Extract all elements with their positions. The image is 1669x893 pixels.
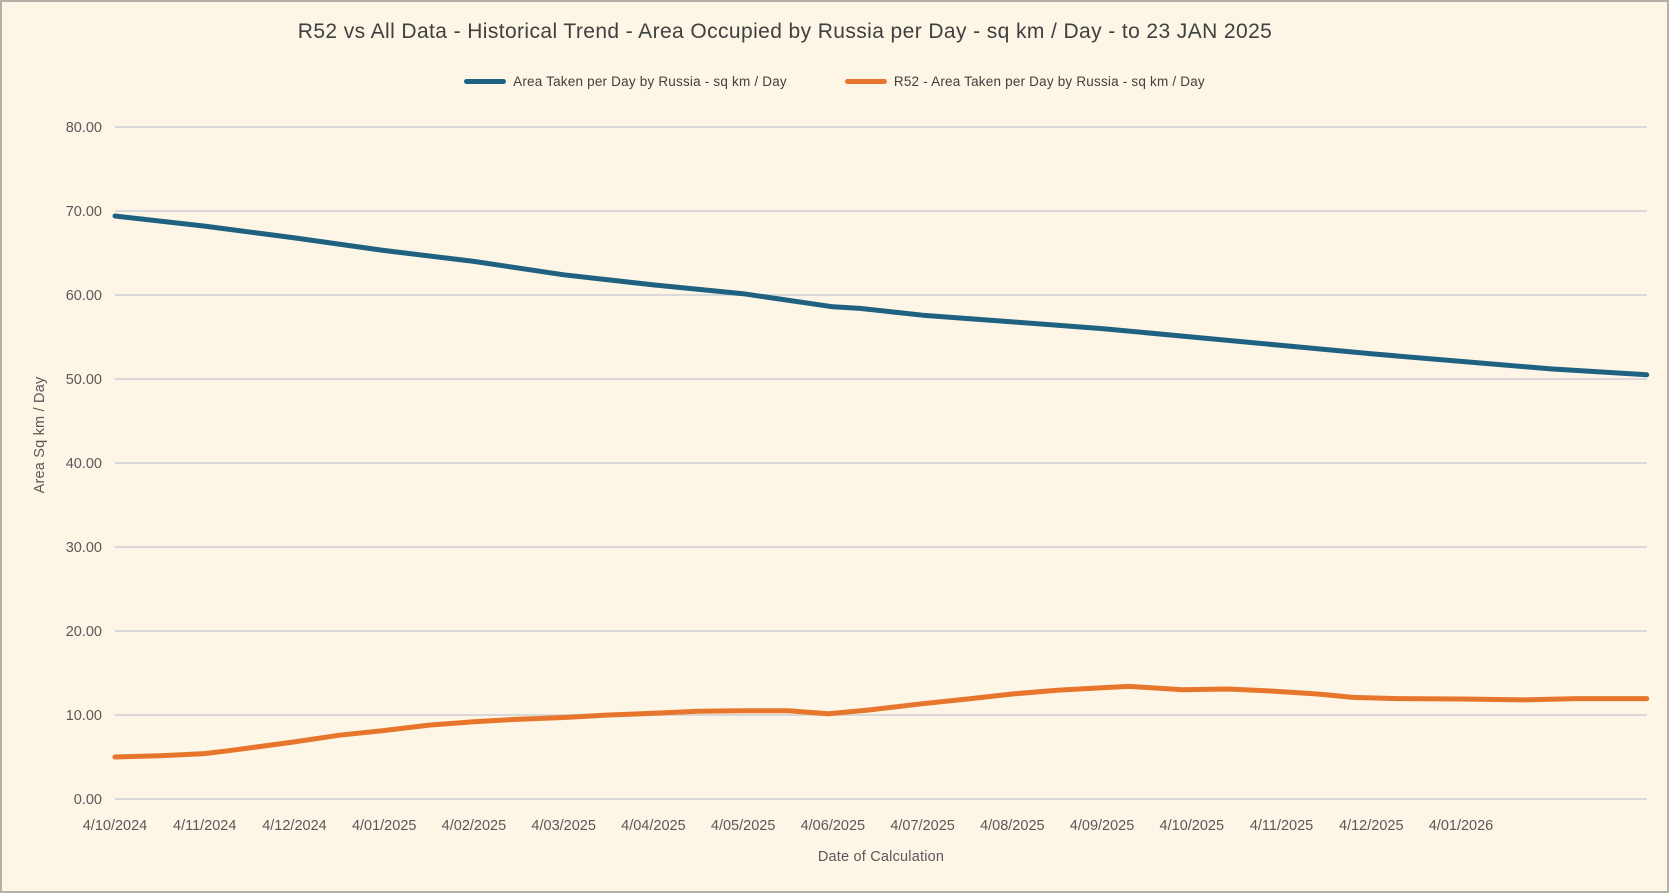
y-tick-label: 70.00 xyxy=(66,204,102,220)
series-line-all-data[interactable] xyxy=(112,213,1650,378)
y-tick-label: 10.00 xyxy=(66,708,102,724)
y-tick-label: 20.00 xyxy=(66,624,102,640)
legend-label: Area Taken per Day by Russia - sq km / D… xyxy=(513,74,787,89)
y-axis-title: Area Sq km / Day xyxy=(32,376,48,494)
y-tick-label: 50.00 xyxy=(66,372,102,388)
x-tick-label: 4/11/2024 xyxy=(173,818,236,834)
x-tick-label: 4/04/2025 xyxy=(621,818,686,834)
legend-line-swatch-orange xyxy=(844,79,887,84)
legend: Area Taken per Day by Russia - sq km / D… xyxy=(2,74,1667,89)
y-tick-label: 30.00 xyxy=(66,540,102,556)
x-tick-label: 4/12/2024 xyxy=(262,818,327,834)
x-tick-label: 4/10/2024 xyxy=(83,818,148,834)
x-tick-label: 4/01/2025 xyxy=(352,818,417,834)
x-tick-label: 4/09/2025 xyxy=(1070,818,1135,834)
x-tick-label: 4/12/2025 xyxy=(1339,818,1404,834)
chart-title: R52 vs All Data - Historical Trend - Are… xyxy=(297,20,1273,43)
x-tick-label: 4/11/2025 xyxy=(1250,818,1313,834)
legend-item-r52[interactable]: R52 - Area Taken per Day by Russia - sq … xyxy=(844,74,1205,89)
legend-line-swatch-blue xyxy=(464,79,507,84)
x-tick-label: 4/06/2025 xyxy=(801,818,866,834)
legend-item-all-data[interactable]: Area Taken per Day by Russia - sq km / D… xyxy=(464,74,787,89)
series-line-r52[interactable] xyxy=(112,683,1650,760)
x-axis-title: Date of Calculation xyxy=(817,849,945,865)
y-tick-label: 80.00 xyxy=(66,120,102,136)
legend-label: R52 - Area Taken per Day by Russia - sq … xyxy=(893,74,1205,89)
y-tick-label: 0.00 xyxy=(74,792,102,808)
x-tick-label: 4/07/2025 xyxy=(890,818,955,834)
x-tick-label: 4/03/2025 xyxy=(531,818,596,834)
x-tick-label: 4/02/2025 xyxy=(442,818,507,834)
x-tick-label: 4/01/2026 xyxy=(1429,818,1494,834)
x-tick-label: 4/08/2025 xyxy=(980,818,1045,834)
x-tick-label: 4/05/2025 xyxy=(711,818,776,834)
y-tick-label: 60.00 xyxy=(66,288,102,304)
x-tick-label: 4/10/2025 xyxy=(1160,818,1225,834)
y-tick-label: 40.00 xyxy=(66,456,102,472)
